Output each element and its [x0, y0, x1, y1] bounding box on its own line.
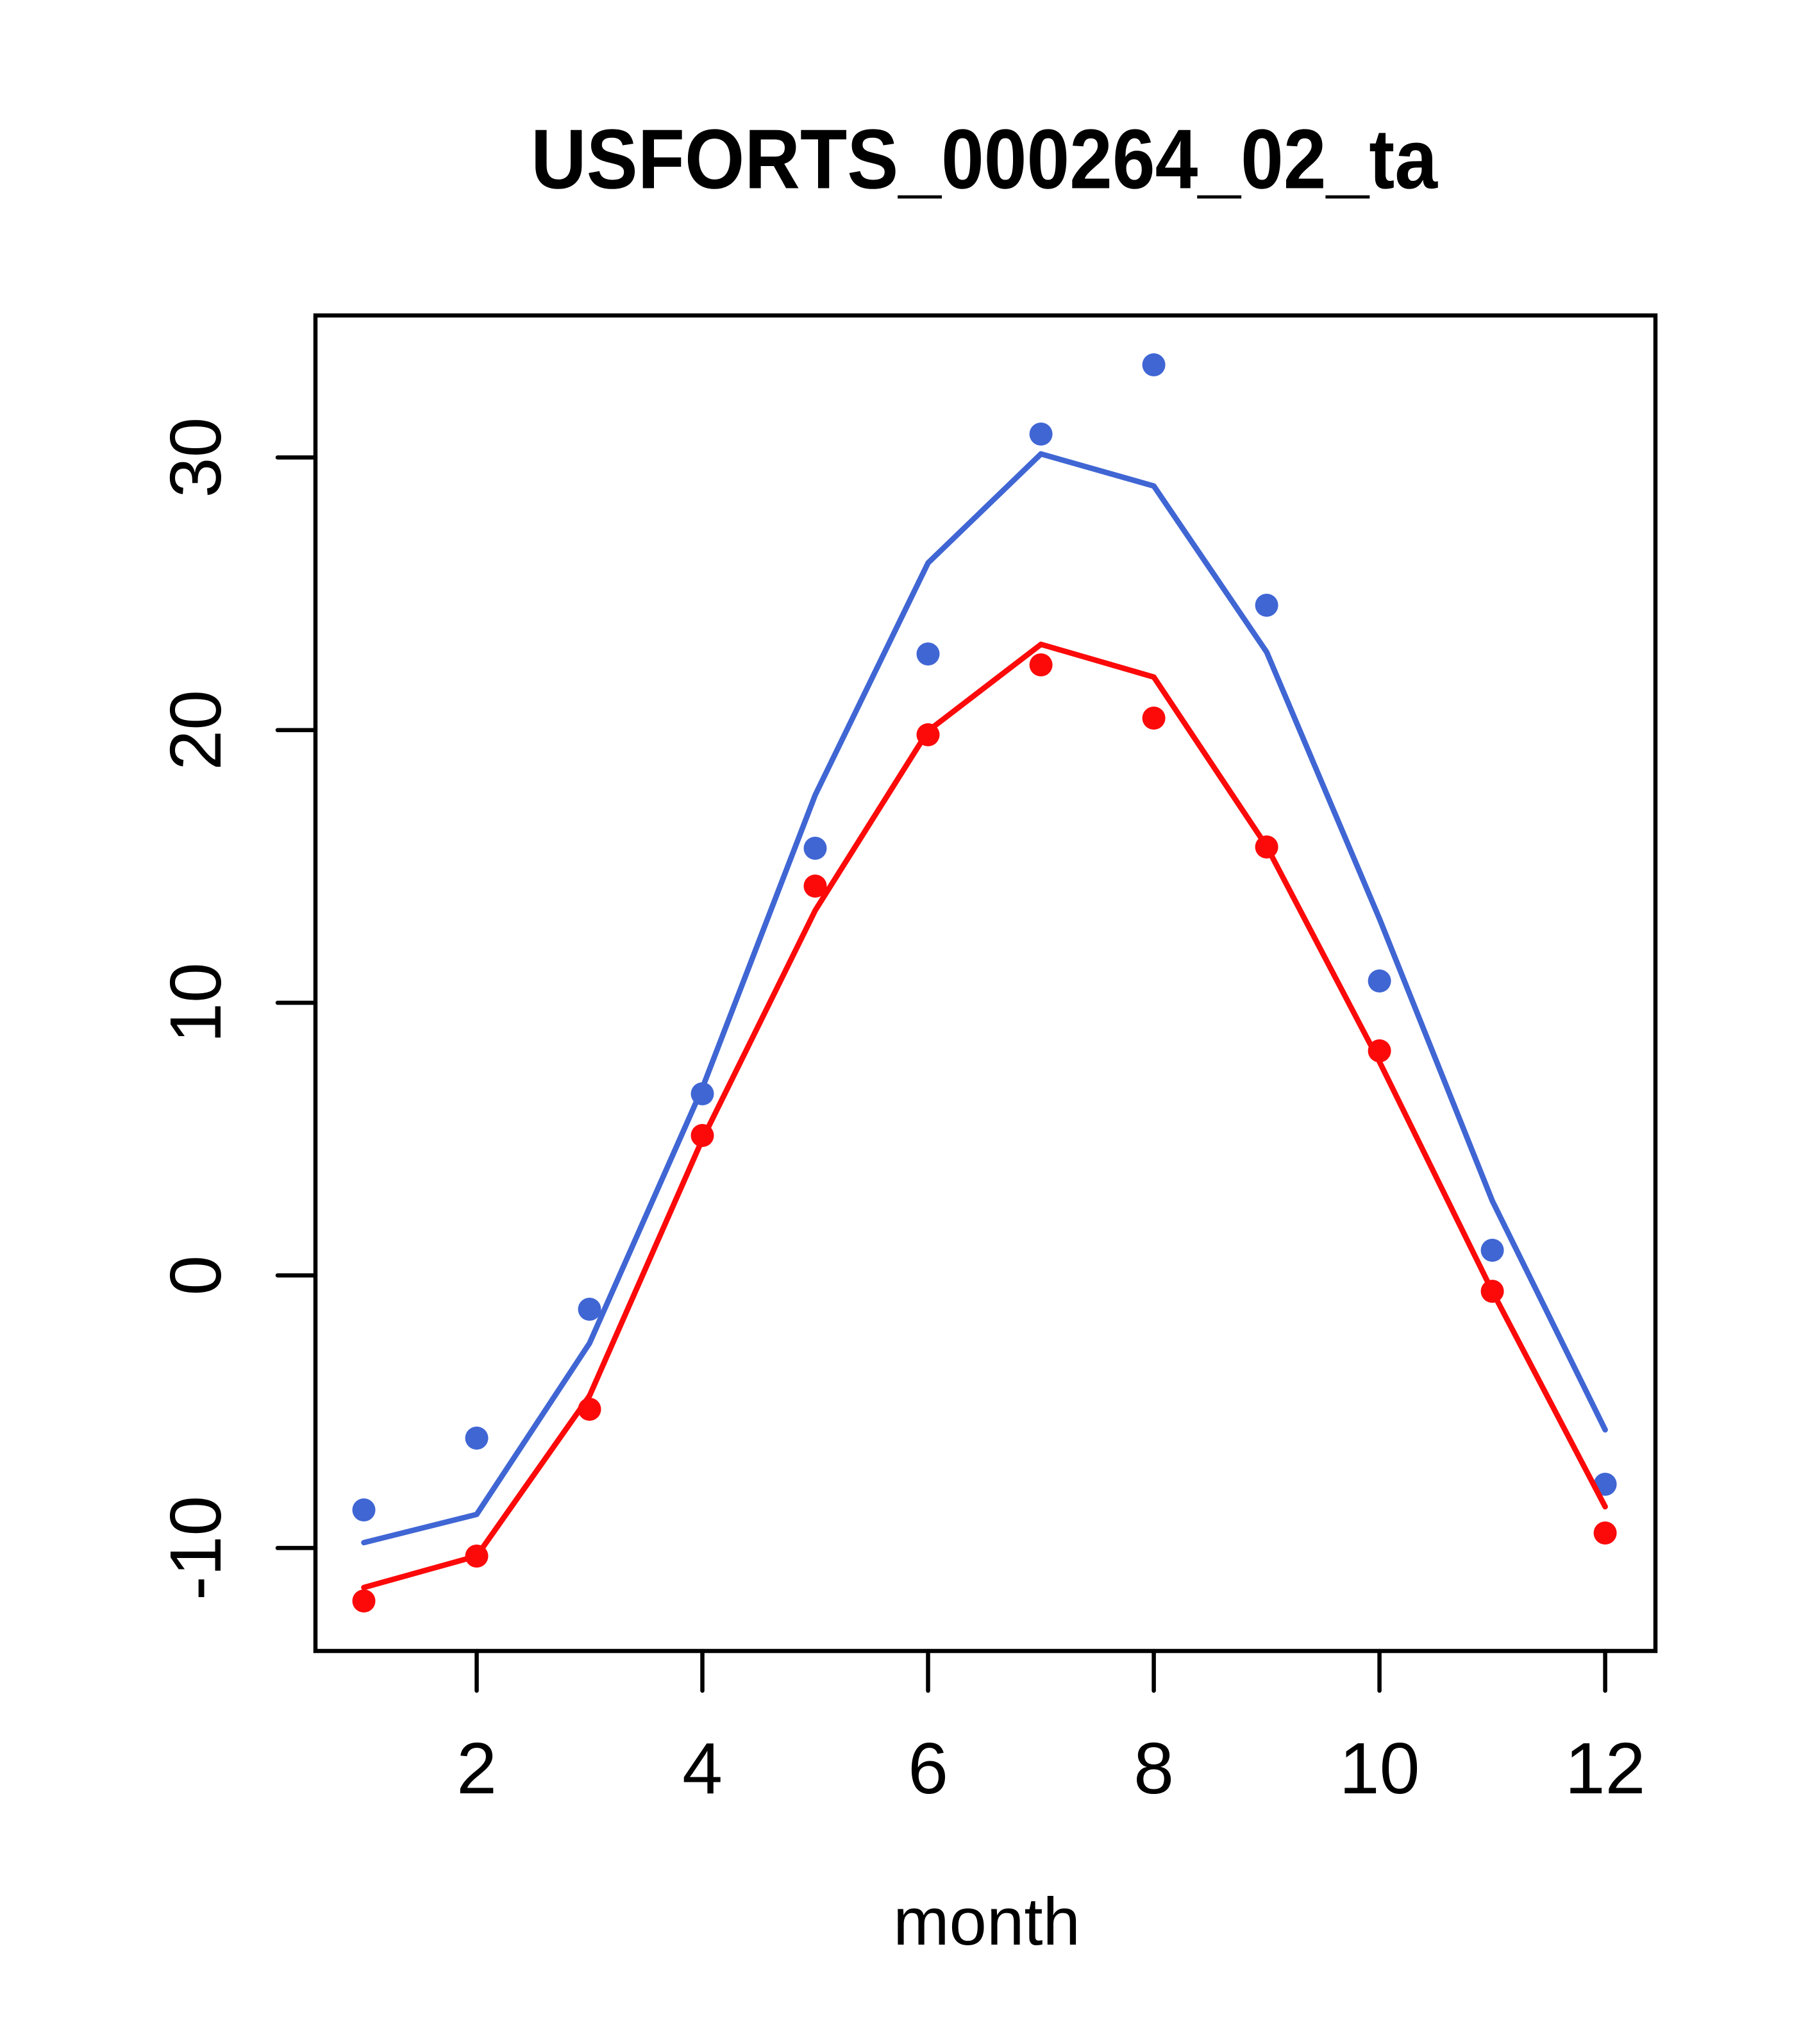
svg-text:20: 20: [155, 690, 236, 771]
svg-text:8: 8: [1134, 1728, 1174, 1809]
svg-text:-10: -10: [155, 1496, 236, 1600]
svg-text:USFORTS_000264_02_ta: USFORTS_000264_02_ta: [531, 112, 1438, 206]
svg-text:6: 6: [908, 1728, 948, 1809]
svg-text:10: 10: [1339, 1728, 1420, 1809]
svg-text:10: 10: [155, 962, 236, 1043]
svg-text:4: 4: [682, 1728, 723, 1809]
svg-text:month: month: [893, 1884, 1080, 1959]
svg-text:0: 0: [155, 1255, 236, 1296]
svg-text:30: 30: [155, 417, 236, 498]
svg-text:12: 12: [1565, 1728, 1646, 1809]
svg-text:2: 2: [456, 1728, 497, 1809]
